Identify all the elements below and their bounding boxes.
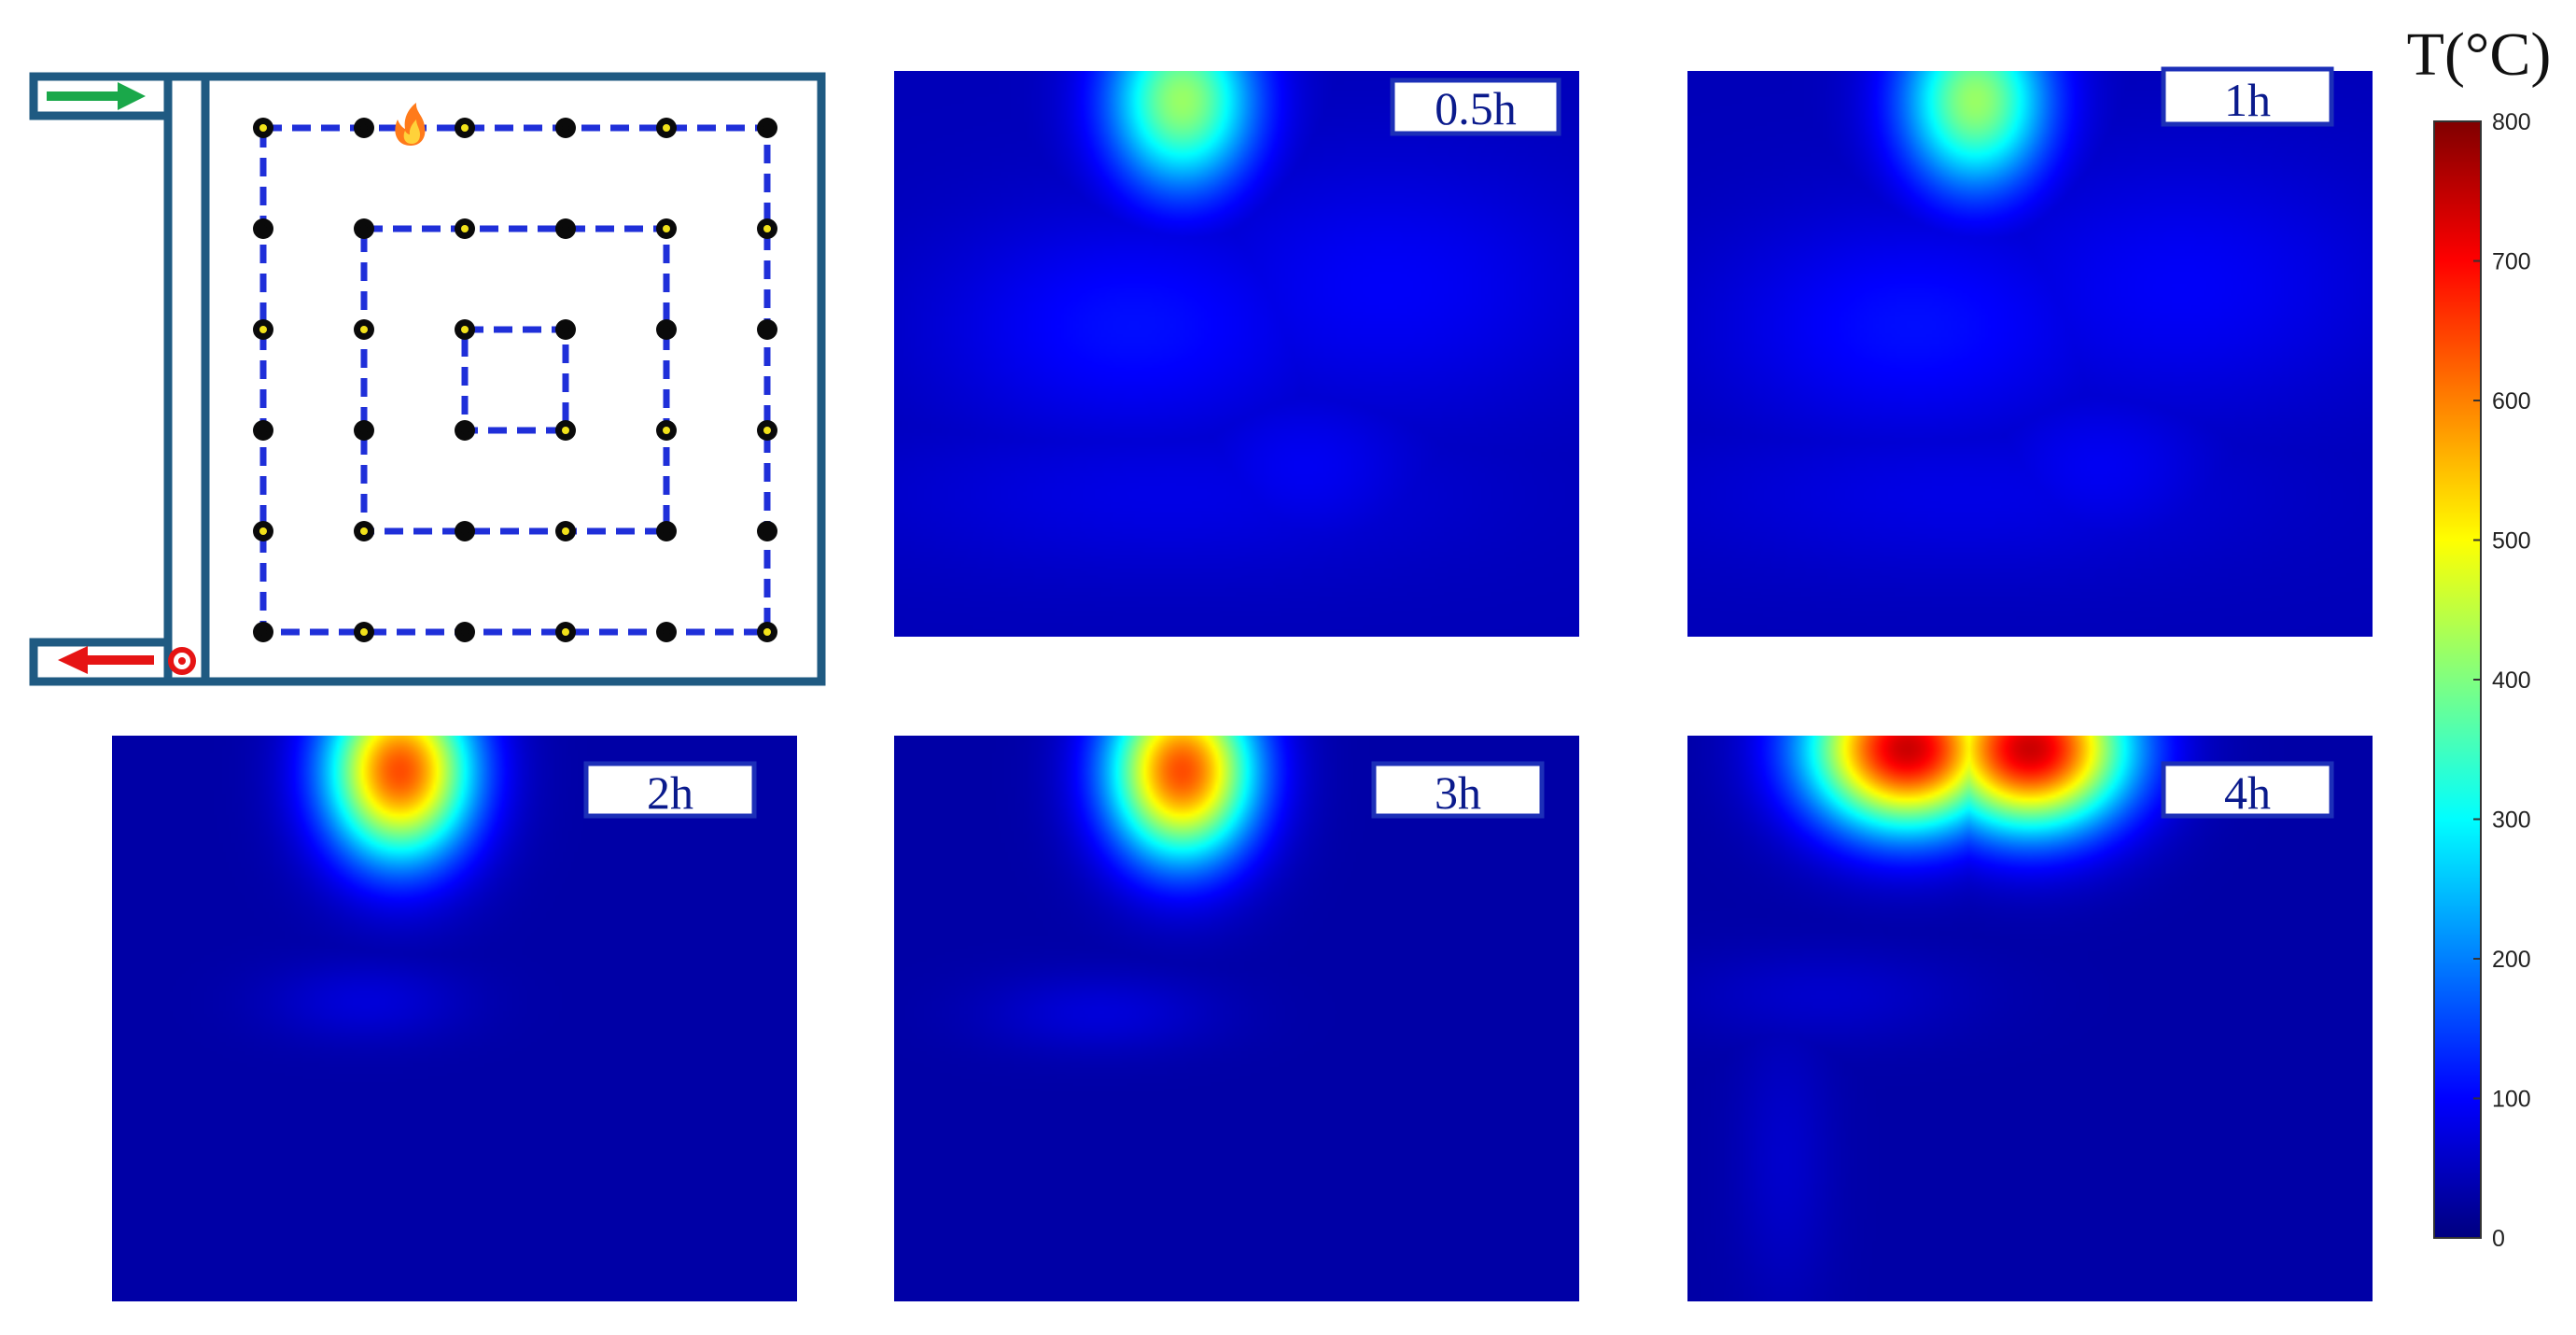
measurement-point-center — [259, 628, 267, 636]
measurement-point-center — [763, 427, 771, 434]
time-label: 3h — [1435, 766, 1481, 819]
measurement-point-center — [360, 628, 368, 636]
measurement-point-center — [461, 124, 469, 132]
measurement-point-center — [259, 225, 267, 232]
colorbar-strip — [2433, 120, 2482, 1239]
measurement-point-center — [763, 124, 771, 132]
colorbar-tick-label: 100 — [2492, 1087, 2531, 1113]
heatmap-panel-4h: 4h — [1687, 736, 2373, 1301]
measurement-point-center — [259, 427, 267, 434]
corridor-wall — [163, 72, 210, 686]
measurement-point-center — [461, 225, 469, 232]
heatmap-panel-3h: 3h — [894, 736, 1579, 1301]
time-label-box — [2161, 761, 2334, 819]
time-label-box — [583, 761, 757, 819]
heatmap-panel-1h: 1h — [1687, 66, 2373, 637]
time-label: 2h — [647, 766, 693, 819]
measurement-point-center — [763, 326, 771, 333]
heatmap-panel-2h: 2h — [112, 736, 797, 1301]
heatmap-panel-0-5h: 0.5h — [894, 71, 1579, 637]
measurement-point-center — [461, 326, 469, 333]
time-label: 0.5h — [1435, 82, 1517, 134]
measurement-point-center — [663, 427, 670, 434]
heatmap-image — [1687, 736, 2373, 1301]
time-label-box — [1390, 77, 1561, 136]
colorbar-tick-label: 700 — [2492, 249, 2531, 275]
measurement-point-center — [663, 225, 670, 232]
measurement-point-center — [461, 628, 469, 636]
time-label-box — [1371, 761, 1545, 819]
colorbar-tick-label: 500 — [2492, 528, 2531, 555]
measurement-point-center — [663, 326, 670, 333]
colorbar-tick-label: 200 — [2492, 947, 2531, 973]
measurement-points — [253, 118, 777, 642]
measurement-point-center — [562, 527, 569, 535]
measurement-path-ring — [259, 124, 771, 636]
colorbar-tick-label: 0 — [2492, 1226, 2505, 1252]
heatmap-image — [894, 71, 1579, 637]
colorbar-tick-label: 400 — [2492, 668, 2531, 694]
arrow-right-icon — [47, 82, 146, 110]
measurement-point-center — [663, 124, 670, 132]
heatmap-image — [112, 736, 797, 1301]
time-label-box — [2161, 66, 2334, 127]
measurement-point-center — [763, 225, 771, 232]
measurement-path-ring — [360, 225, 670, 535]
measurement-point-center — [663, 527, 670, 535]
measurement-point-center — [562, 225, 569, 232]
measurement-point-center — [763, 628, 771, 636]
measurement-point-center — [360, 326, 368, 333]
measurement-point-center — [562, 124, 569, 132]
measurement-point-center — [562, 326, 569, 333]
heatmap-image — [1687, 71, 2373, 637]
time-label: 1h — [2224, 74, 2271, 126]
room-layout-diagram — [29, 72, 826, 686]
measurement-point-center — [562, 628, 569, 636]
time-label: 4h — [2224, 766, 2271, 819]
measurement-point-center — [360, 527, 368, 535]
flame-icon — [395, 103, 426, 146]
outlet-sensor-dot — [178, 657, 186, 665]
measurement-point-center — [461, 527, 469, 535]
measurement-point-center — [360, 124, 368, 132]
measurement-point-center — [360, 225, 368, 232]
measurement-point-center — [360, 427, 368, 434]
measurement-point-center — [259, 527, 267, 535]
measurement-point-center — [461, 427, 469, 434]
measurement-point-center — [663, 628, 670, 636]
measurement-point-center — [259, 326, 267, 333]
measurement-point-center — [763, 527, 771, 535]
measurement-path-ring — [461, 326, 569, 434]
measurement-point-center — [562, 427, 569, 434]
measurement-paths — [259, 124, 771, 636]
measurement-point-center — [259, 124, 267, 132]
colorbar-tick-label: 600 — [2492, 388, 2531, 415]
colorbar-tick-label: 800 — [2492, 109, 2531, 135]
colorbar-ticks: 0 100 200 300 400 500 600 700 800 — [2473, 109, 2531, 1252]
colorbar: T(°C) 0 100 200 300 400 500 600 700 800 — [2407, 21, 2552, 1252]
room-wall — [201, 72, 826, 686]
heatmap-image — [894, 736, 1579, 1301]
colorbar-title: T(°C) — [2407, 21, 2552, 89]
colorbar-tick-label: 300 — [2492, 808, 2531, 834]
arrow-left-icon — [58, 646, 154, 674]
